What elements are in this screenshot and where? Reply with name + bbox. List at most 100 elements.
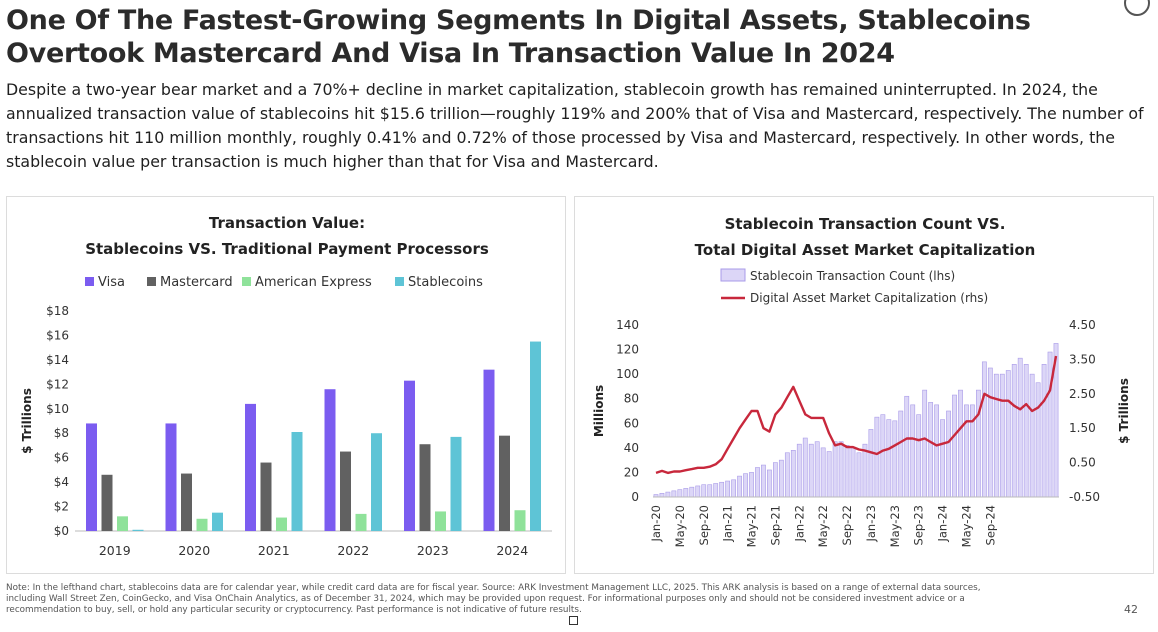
- x-tick-label: 2021: [258, 543, 290, 558]
- transaction-count-bar: [898, 410, 904, 498]
- x-tick-label: May-21: [745, 505, 759, 547]
- transaction-count-bar: [767, 469, 772, 498]
- transaction-count-bar: [850, 447, 856, 498]
- transaction-count-bar: [773, 462, 778, 498]
- transaction-count-bar: [993, 373, 999, 498]
- bar-american-express-2022: [355, 513, 367, 531]
- transaction-count-bar: [749, 472, 754, 498]
- transaction-count-bar: [725, 480, 731, 498]
- transaction-count-bar: [665, 491, 671, 498]
- transaction-count-bar: [880, 414, 886, 498]
- transaction-count-bar: [814, 441, 820, 498]
- y-right-tick-label: 3.50: [1069, 352, 1096, 366]
- legend-swatch-american-express: [242, 277, 251, 286]
- bar-mastercard-2023: [419, 444, 431, 531]
- transaction-count-bar: [1047, 351, 1053, 498]
- transaction-count-bar: [659, 493, 665, 498]
- transaction-count-bar: [743, 473, 748, 498]
- transaction-count-bar: [802, 437, 808, 498]
- y-tick-label: $14: [46, 353, 69, 367]
- transaction-count-bar: [844, 445, 850, 498]
- transaction-count-bar: [671, 490, 677, 498]
- transaction-count-bar: [796, 443, 802, 498]
- y-tick-label: $8: [54, 426, 69, 440]
- transaction-count-bar: [778, 459, 784, 498]
- transaction-count-bar: [916, 414, 922, 498]
- x-tick-label: Sep-20: [697, 505, 711, 545]
- market-cap-line: [655, 355, 1058, 475]
- transaction-count-bar: [707, 484, 713, 498]
- y-left-tick-label: 80: [624, 392, 639, 406]
- y-tick-label: $6: [54, 451, 69, 465]
- transaction-count-bar: [832, 441, 838, 498]
- bar-american-express-2023: [435, 511, 446, 531]
- y-tick-label: $18: [46, 304, 69, 318]
- y-right-tick-label: 2.50: [1069, 387, 1096, 401]
- bar-stablecoins-2021: [291, 432, 303, 531]
- y-tick-label: $2: [54, 500, 69, 514]
- bar-mastercard-2019: [101, 474, 113, 531]
- transaction-count-bar: [981, 361, 987, 498]
- transaction-count-bar: [946, 410, 951, 498]
- page-title-line1: One Of The Fastest-Growing Segments In D…: [6, 5, 1031, 36]
- legend-label-mastercard: Mastercard: [160, 275, 233, 290]
- transaction-count-bar: [1005, 370, 1011, 498]
- bar-stablecoins-2020: [212, 512, 223, 531]
- transaction-value-chart-panel: Transaction Value: Stablecoins VS. Tradit…: [6, 196, 566, 574]
- transaction-count-bar: [826, 451, 832, 498]
- x-tick-label: Jan-21: [721, 505, 735, 543]
- transaction-count-bar: [874, 416, 880, 498]
- bar-american-express-2021: [276, 517, 287, 531]
- y-left-tick-label: 20: [624, 465, 639, 479]
- bar-mastercard-2021: [260, 462, 272, 531]
- chart-title-line2: Total Digital Asset Market Capitalizatio…: [695, 241, 1036, 259]
- transaction-count-bar: [958, 389, 963, 498]
- transaction-count-bar: [952, 394, 957, 498]
- transaction-count-bar: [892, 420, 898, 498]
- bar-stablecoins-2022: [371, 433, 382, 531]
- bar-visa-2023: [404, 380, 415, 531]
- page-title-line2: Overtook Mastercard And Visa In Transact…: [6, 38, 895, 69]
- transaction-count-bar: [856, 452, 862, 498]
- x-tick-label: Jan-23: [864, 505, 878, 543]
- transaction-count-bar: [1023, 364, 1029, 498]
- bar-stablecoins-2024: [530, 341, 541, 531]
- bar-visa-2022: [324, 389, 336, 531]
- chart-title-line2: Stablecoins VS. Traditional Payment Proc…: [85, 240, 489, 258]
- legend-swatch-visa: [85, 277, 94, 286]
- transaction-count-bar: [922, 389, 928, 498]
- chart-title-line1: Stablecoin Transaction Count VS.: [725, 215, 1006, 233]
- bar-mastercard-2024: [499, 435, 510, 531]
- transaction-count-bar: [713, 483, 719, 498]
- transaction-count-bar: [820, 447, 826, 498]
- bar-american-express-2020: [196, 518, 208, 531]
- x-tick-label: May-23: [888, 505, 902, 547]
- y-axis-label: $ Trillions: [20, 388, 34, 454]
- transaction-count-chart: Stablecoin Transaction Count VS. Total Di…: [592, 215, 1131, 547]
- transaction-count-bar: [928, 402, 934, 498]
- bar-visa-2020: [165, 423, 177, 531]
- transaction-count-bar: [934, 404, 939, 498]
- transaction-count-bar: [701, 484, 707, 498]
- transaction-count-bar: [886, 419, 892, 498]
- bar-american-express-2019: [117, 516, 128, 531]
- x-tick-label: 2020: [178, 543, 210, 558]
- transaction-count-bar: [987, 367, 993, 498]
- y-left-tick-label: 140: [616, 318, 639, 332]
- transaction-count-bar: [677, 489, 683, 498]
- x-tick-label: 2019: [99, 543, 131, 558]
- transaction-count-bar: [695, 485, 701, 498]
- y-left-tick-label: 120: [616, 343, 639, 357]
- transaction-count-bar: [784, 452, 790, 498]
- transaction-count-bar: [737, 475, 742, 498]
- y-left-tick-label: 60: [624, 416, 639, 430]
- x-tick-label: Jan-22: [792, 505, 806, 543]
- y-left-tick-label: 100: [616, 367, 639, 381]
- legend-label-transaction-count: Stablecoin Transaction Count (lhs): [750, 269, 955, 283]
- transaction-count-bar: [1017, 357, 1023, 498]
- y-left-tick-label: 0: [631, 490, 639, 504]
- transaction-count-bar: [683, 488, 689, 498]
- footnote: Note: In the lefthand chart, stablecoins…: [6, 583, 981, 615]
- y-left-axis-label: Millions: [592, 385, 606, 437]
- transaction-count-bar: [689, 486, 695, 498]
